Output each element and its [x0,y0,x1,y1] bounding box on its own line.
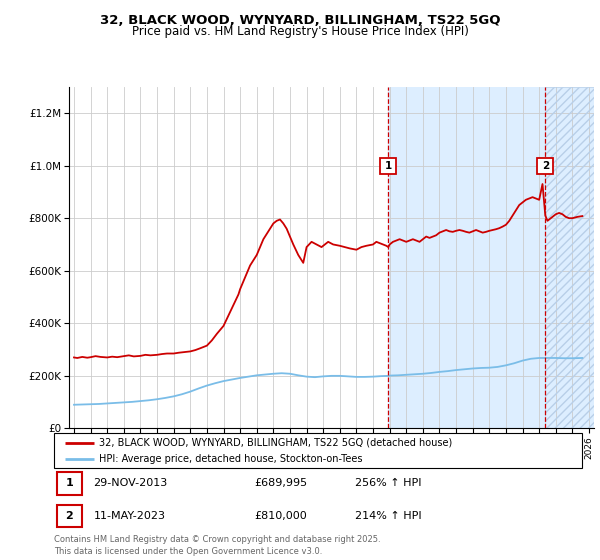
Text: 256% ↑ HPI: 256% ↑ HPI [355,478,421,488]
FancyBboxPatch shape [56,472,82,494]
Text: Price paid vs. HM Land Registry's House Price Index (HPI): Price paid vs. HM Land Registry's House … [131,25,469,38]
Bar [388,87,545,428]
Text: 1: 1 [65,478,73,488]
Text: 29-NOV-2013: 29-NOV-2013 [94,478,168,488]
Text: HPI: Average price, detached house, Stockton-on-Tees: HPI: Average price, detached house, Stoc… [99,454,362,464]
FancyBboxPatch shape [56,505,82,528]
Text: Contains HM Land Registry data © Crown copyright and database right 2025.
This d: Contains HM Land Registry data © Crown c… [54,535,380,556]
FancyBboxPatch shape [54,433,582,468]
Text: 2: 2 [65,511,73,521]
Text: 1: 1 [385,161,392,171]
Bar [545,87,594,428]
Text: 214% ↑ HPI: 214% ↑ HPI [355,511,422,521]
Text: 32, BLACK WOOD, WYNYARD, BILLINGHAM, TS22 5GQ: 32, BLACK WOOD, WYNYARD, BILLINGHAM, TS2… [100,13,500,27]
Text: 11-MAY-2023: 11-MAY-2023 [94,511,166,521]
Text: £689,995: £689,995 [254,478,308,488]
Text: £810,000: £810,000 [254,511,307,521]
Bar [545,87,594,428]
Text: 2: 2 [542,161,549,171]
Text: 32, BLACK WOOD, WYNYARD, BILLINGHAM, TS22 5GQ (detached house): 32, BLACK WOOD, WYNYARD, BILLINGHAM, TS2… [99,437,452,447]
